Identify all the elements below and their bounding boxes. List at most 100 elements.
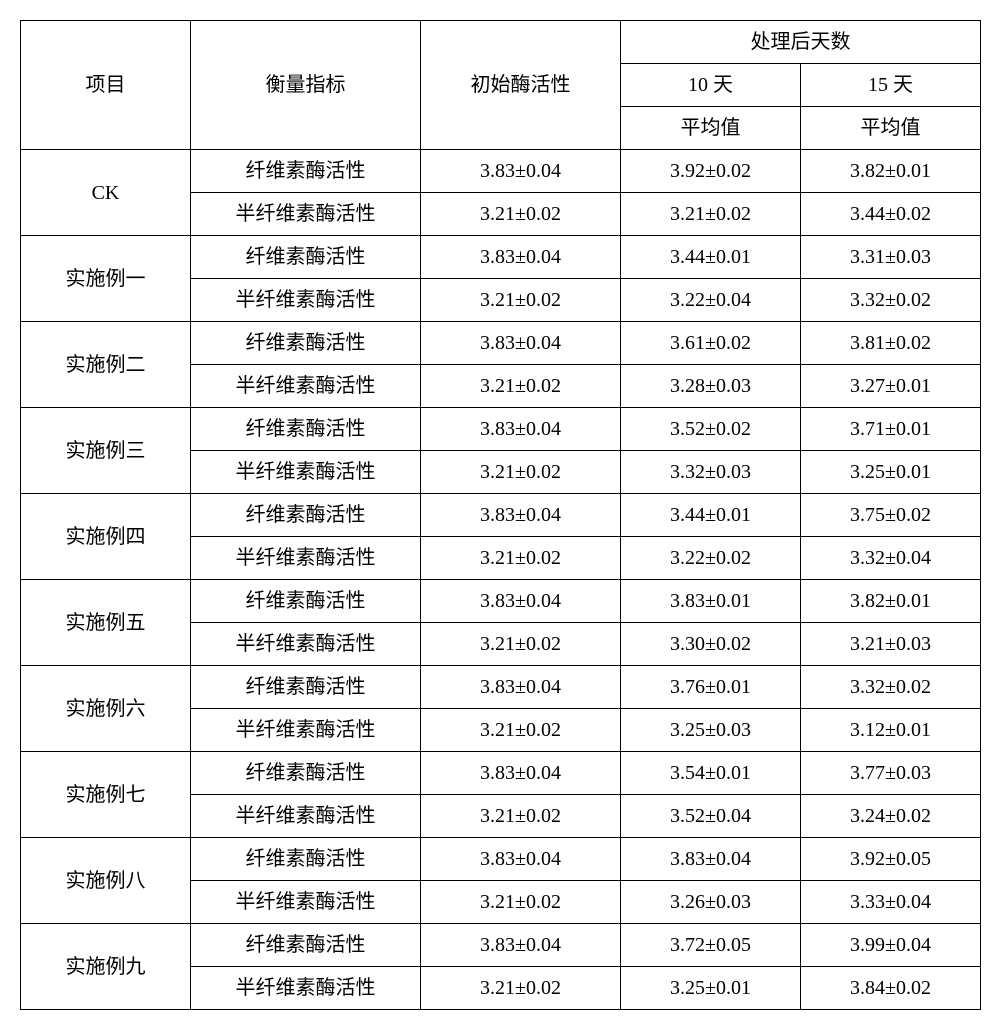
header-initial: 初始酶活性 <box>421 21 621 150</box>
item-name: CK <box>21 150 191 236</box>
cellulase-day15: 3.32±0.02 <box>801 666 981 709</box>
initial-hemicellulase: 3.21±0.02 <box>421 709 621 752</box>
hemicellulase-day15: 3.24±0.02 <box>801 795 981 838</box>
header-item: 项目 <box>21 21 191 150</box>
metric-hemicellulase: 半纤维素酶活性 <box>191 279 421 322</box>
table-row: 实施例九纤维素酶活性3.83±0.043.72±0.053.99±0.04 <box>21 924 981 967</box>
cellulase-day10: 3.83±0.01 <box>621 580 801 623</box>
cellulase-day10: 3.83±0.04 <box>621 838 801 881</box>
cellulase-day15: 3.77±0.03 <box>801 752 981 795</box>
item-name: 实施例三 <box>21 408 191 494</box>
table-row: 实施例七纤维素酶活性3.83±0.043.54±0.013.77±0.03 <box>21 752 981 795</box>
initial-hemicellulase: 3.21±0.02 <box>421 365 621 408</box>
initial-cellulase: 3.83±0.04 <box>421 752 621 795</box>
hemicellulase-day15: 3.84±0.02 <box>801 967 981 1010</box>
initial-hemicellulase: 3.21±0.02 <box>421 881 621 924</box>
cellulase-day15: 3.31±0.03 <box>801 236 981 279</box>
initial-hemicellulase: 3.21±0.02 <box>421 623 621 666</box>
metric-cellulase: 纤维素酶活性 <box>191 666 421 709</box>
initial-cellulase: 3.83±0.04 <box>421 150 621 193</box>
hemicellulase-day10: 3.25±0.01 <box>621 967 801 1010</box>
cellulase-day15: 3.99±0.04 <box>801 924 981 967</box>
hemicellulase-day15: 3.33±0.04 <box>801 881 981 924</box>
metric-hemicellulase: 半纤维素酶活性 <box>191 365 421 408</box>
initial-cellulase: 3.83±0.04 <box>421 580 621 623</box>
hemicellulase-day10: 3.26±0.03 <box>621 881 801 924</box>
table-row: 实施例一纤维素酶活性3.83±0.043.44±0.013.31±0.03 <box>21 236 981 279</box>
initial-hemicellulase: 3.21±0.02 <box>421 537 621 580</box>
initial-cellulase: 3.83±0.04 <box>421 924 621 967</box>
metric-cellulase: 纤维素酶活性 <box>191 838 421 881</box>
header-day10: 10 天 <box>621 64 801 107</box>
cellulase-day10: 3.72±0.05 <box>621 924 801 967</box>
metric-hemicellulase: 半纤维素酶活性 <box>191 451 421 494</box>
hemicellulase-day10: 3.21±0.02 <box>621 193 801 236</box>
table-row: 实施例六纤维素酶活性3.83±0.043.76±0.013.32±0.02 <box>21 666 981 709</box>
initial-hemicellulase: 3.21±0.02 <box>421 451 621 494</box>
table-row: 实施例三纤维素酶活性3.83±0.043.52±0.023.71±0.01 <box>21 408 981 451</box>
initial-hemicellulase: 3.21±0.02 <box>421 279 621 322</box>
cellulase-day10: 3.92±0.02 <box>621 150 801 193</box>
metric-cellulase: 纤维素酶活性 <box>191 752 421 795</box>
hemicellulase-day10: 3.32±0.03 <box>621 451 801 494</box>
initial-cellulase: 3.83±0.04 <box>421 236 621 279</box>
header-days-after: 处理后天数 <box>621 21 981 64</box>
metric-cellulase: 纤维素酶活性 <box>191 236 421 279</box>
item-name: 实施例一 <box>21 236 191 322</box>
cellulase-day15: 3.75±0.02 <box>801 494 981 537</box>
cellulase-day15: 3.92±0.05 <box>801 838 981 881</box>
header-avg-d10: 平均值 <box>621 107 801 150</box>
item-name: 实施例五 <box>21 580 191 666</box>
item-name: 实施例四 <box>21 494 191 580</box>
header-day15: 15 天 <box>801 64 981 107</box>
initial-hemicellulase: 3.21±0.02 <box>421 193 621 236</box>
cellulase-day15: 3.71±0.01 <box>801 408 981 451</box>
metric-hemicellulase: 半纤维素酶活性 <box>191 881 421 924</box>
metric-hemicellulase: 半纤维素酶活性 <box>191 967 421 1010</box>
hemicellulase-day15: 3.12±0.01 <box>801 709 981 752</box>
item-name: 实施例六 <box>21 666 191 752</box>
header-avg-d15: 平均值 <box>801 107 981 150</box>
hemicellulase-day10: 3.30±0.02 <box>621 623 801 666</box>
initial-cellulase: 3.83±0.04 <box>421 666 621 709</box>
initial-hemicellulase: 3.21±0.02 <box>421 967 621 1010</box>
hemicellulase-day10: 3.28±0.03 <box>621 365 801 408</box>
initial-cellulase: 3.83±0.04 <box>421 838 621 881</box>
cellulase-day15: 3.82±0.01 <box>801 580 981 623</box>
cellulase-day10: 3.52±0.02 <box>621 408 801 451</box>
metric-cellulase: 纤维素酶活性 <box>191 322 421 365</box>
initial-cellulase: 3.83±0.04 <box>421 408 621 451</box>
hemicellulase-day10: 3.22±0.02 <box>621 537 801 580</box>
enzyme-activity-table: 项目 衡量指标 初始酶活性 处理后天数 10 天 15 天 平均值 平均值 CK… <box>20 20 981 1010</box>
initial-cellulase: 3.83±0.04 <box>421 494 621 537</box>
metric-hemicellulase: 半纤维素酶活性 <box>191 193 421 236</box>
table-row: 实施例八纤维素酶活性3.83±0.043.83±0.043.92±0.05 <box>21 838 981 881</box>
hemicellulase-day10: 3.52±0.04 <box>621 795 801 838</box>
metric-hemicellulase: 半纤维素酶活性 <box>191 795 421 838</box>
hemicellulase-day15: 3.27±0.01 <box>801 365 981 408</box>
metric-cellulase: 纤维素酶活性 <box>191 150 421 193</box>
metric-cellulase: 纤维素酶活性 <box>191 580 421 623</box>
hemicellulase-day15: 3.21±0.03 <box>801 623 981 666</box>
cellulase-day10: 3.76±0.01 <box>621 666 801 709</box>
metric-hemicellulase: 半纤维素酶活性 <box>191 623 421 666</box>
cellulase-day10: 3.44±0.01 <box>621 236 801 279</box>
initial-cellulase: 3.83±0.04 <box>421 322 621 365</box>
table-row: 实施例二纤维素酶活性3.83±0.043.61±0.023.81±0.02 <box>21 322 981 365</box>
hemicellulase-day15: 3.32±0.04 <box>801 537 981 580</box>
table-header-row: 项目 衡量指标 初始酶活性 处理后天数 <box>21 21 981 64</box>
hemicellulase-day10: 3.25±0.03 <box>621 709 801 752</box>
cellulase-day10: 3.44±0.01 <box>621 494 801 537</box>
hemicellulase-day10: 3.22±0.04 <box>621 279 801 322</box>
metric-hemicellulase: 半纤维素酶活性 <box>191 537 421 580</box>
item-name: 实施例七 <box>21 752 191 838</box>
item-name: 实施例九 <box>21 924 191 1010</box>
cellulase-day10: 3.61±0.02 <box>621 322 801 365</box>
hemicellulase-day15: 3.32±0.02 <box>801 279 981 322</box>
table-row: 实施例四纤维素酶活性3.83±0.043.44±0.013.75±0.02 <box>21 494 981 537</box>
initial-hemicellulase: 3.21±0.02 <box>421 795 621 838</box>
metric-cellulase: 纤维素酶活性 <box>191 494 421 537</box>
cellulase-day15: 3.82±0.01 <box>801 150 981 193</box>
metric-hemicellulase: 半纤维素酶活性 <box>191 709 421 752</box>
cellulase-day15: 3.81±0.02 <box>801 322 981 365</box>
